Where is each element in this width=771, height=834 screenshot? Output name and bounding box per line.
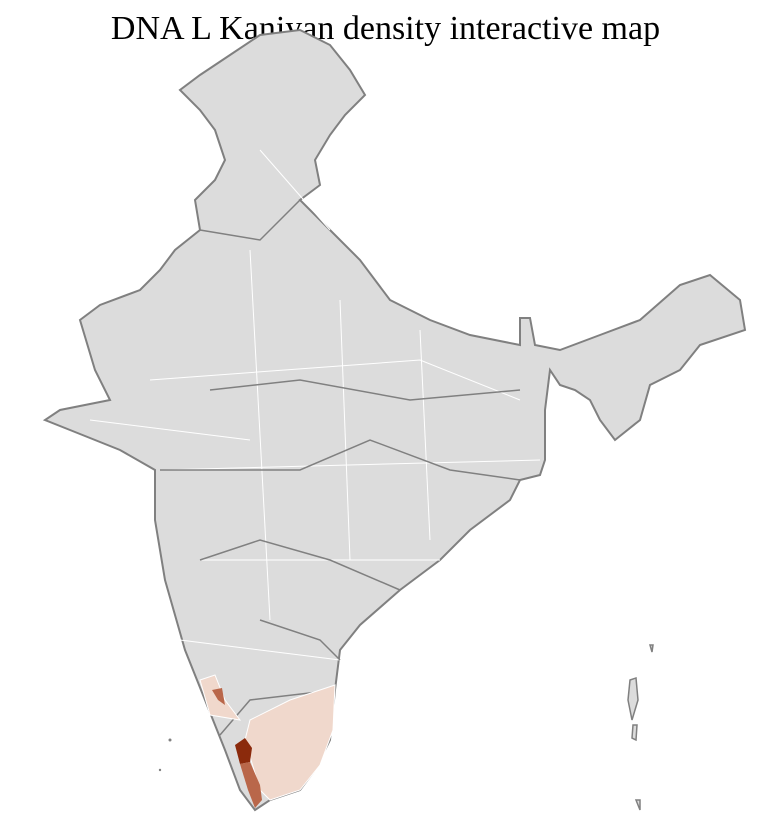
state-borders [160, 199, 521, 736]
region-tamil-nadu[interactable] [244, 684, 336, 801]
region-kerala-north-coast[interactable] [212, 688, 225, 705]
district-borders [89, 149, 541, 661]
andaman-islands[interactable] [627, 644, 654, 811]
region-kerala-south[interactable] [240, 762, 262, 808]
region-kerala-central[interactable] [235, 738, 252, 764]
map-title: DNA L Kaniyan density interactive map [110, 10, 661, 47]
lakshadweep-islands [158, 738, 172, 772]
india-outline[interactable] [42, 28, 747, 812]
